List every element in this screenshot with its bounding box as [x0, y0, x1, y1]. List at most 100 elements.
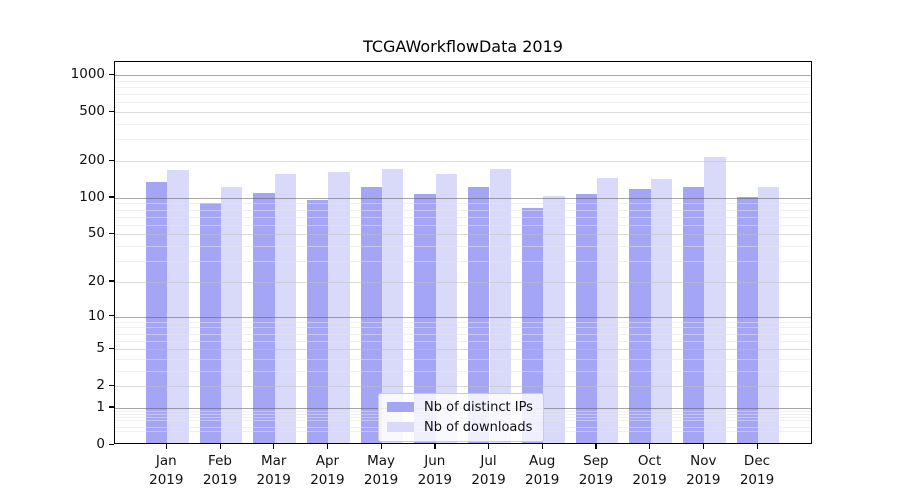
x-tick-label: May 2019 [363, 453, 399, 488]
gridline [115, 281, 811, 283]
y-tick-mark [109, 347, 114, 349]
bar-distinct-ips-aug [521, 207, 544, 443]
bar-downloads-jan [167, 169, 189, 443]
bar-distinct-ips-dec [736, 197, 758, 443]
gridline [115, 139, 811, 141]
bar-downloads-jun [435, 174, 458, 443]
x-tick-label: Mar 2019 [256, 453, 291, 488]
bar-distinct-ips-nov [682, 186, 705, 443]
gridline [115, 340, 811, 342]
x-tick-mark [273, 444, 275, 449]
bar-downloads-mar [274, 174, 297, 443]
x-tick-label: Aug 2019 [525, 453, 560, 488]
gridline [115, 327, 811, 329]
x-tick-label: Nov 2019 [686, 453, 721, 488]
y-tick-mark [109, 232, 114, 235]
x-tick-label: Oct 2019 [632, 453, 667, 488]
gridline [115, 209, 811, 211]
y-tick-mark [109, 384, 114, 386]
bar-downloads-feb [221, 186, 243, 443]
x-tick-label: Jan 2019 [149, 453, 184, 488]
bar-distinct-ips-sep [575, 193, 597, 443]
y-tick-label: 100 [79, 188, 105, 205]
gridline [115, 124, 811, 126]
grid-layer [115, 62, 811, 443]
legend-label-distinct-ips: Nb of distinct IPs [424, 399, 533, 415]
y-tick-mark [109, 280, 114, 282]
gridline [115, 161, 811, 163]
legend-swatch-distinct-ips [387, 402, 414, 412]
bar-distinct-ips-apr [307, 199, 329, 443]
y-tick-label: 50 [87, 225, 105, 242]
bar-downloads-jul [489, 169, 511, 443]
gridline [115, 261, 811, 263]
x-tick-mark [595, 444, 597, 449]
gridline [115, 102, 811, 104]
gridline [115, 370, 811, 372]
x-tick-mark [219, 444, 221, 449]
gridline [115, 94, 811, 96]
legend: Nb of distinct IPs Nb of downloads [378, 393, 544, 442]
y-tick-mark [109, 110, 114, 112]
bar-distinct-ips-may [360, 187, 383, 443]
x-tick-mark [380, 444, 382, 449]
x-tick-label: Jun 2019 [417, 453, 452, 488]
bar-downloads-may [382, 168, 404, 443]
gridline [115, 349, 811, 351]
gridline [115, 321, 811, 323]
y-tick-mark [109, 196, 114, 198]
bar-downloads-apr [328, 171, 350, 443]
gridline [115, 316, 811, 318]
gridline [115, 234, 811, 236]
y-tick-label: 1000 [70, 66, 105, 83]
legend-item-distinct-ips: Nb of distinct IPs [387, 399, 533, 415]
x-tick-label: Jul 2019 [471, 453, 506, 488]
legend-label-downloads: Nb of downloads [424, 419, 533, 435]
x-tick-mark [649, 444, 651, 449]
y-tick-label: 10 [87, 307, 105, 324]
gridline [115, 386, 811, 388]
bar-distinct-ips-oct [629, 188, 651, 443]
y-tick-label: 500 [79, 103, 105, 120]
x-tick-label: Dec 2019 [739, 453, 775, 488]
chart-title: TCGAWorkflowData 2019 [363, 37, 563, 56]
legend-item-downloads: Nb of downloads [387, 419, 533, 435]
y-tick-label: 0 [96, 436, 105, 452]
gridline [115, 197, 811, 199]
gridline [115, 333, 811, 335]
gridline [115, 112, 811, 114]
y-tick-label: 2 [96, 377, 105, 394]
bar-downloads-oct [650, 178, 672, 443]
y-tick-label: 20 [87, 272, 105, 289]
gridline [115, 86, 811, 88]
gridline [115, 216, 811, 218]
x-tick-mark [488, 444, 490, 449]
bar-downloads-sep [596, 178, 619, 443]
bar-distinct-ips-jul [468, 187, 490, 443]
gridline [115, 246, 811, 248]
x-tick-mark [326, 444, 329, 449]
plot-area [114, 61, 812, 444]
y-tick-label: 200 [79, 152, 105, 169]
x-tick-mark [756, 444, 758, 449]
y-tick-mark [109, 159, 114, 161]
x-tick-mark [541, 444, 543, 449]
bar-distinct-ips-feb [199, 203, 221, 443]
bar-distinct-ips-mar [253, 193, 275, 443]
gridline [115, 224, 811, 226]
y-tick-label: 1 [96, 398, 105, 415]
x-tick-mark [434, 444, 436, 449]
gridline [115, 203, 811, 205]
gridline [115, 75, 811, 77]
gridline [115, 80, 811, 82]
y-tick-mark [109, 406, 114, 408]
x-tick-label: Feb 2019 [202, 453, 238, 488]
bar-downloads-aug [543, 195, 565, 443]
y-tick-mark [109, 443, 114, 445]
x-tick-mark [165, 444, 168, 449]
bar-distinct-ips-jun [414, 193, 436, 443]
bar-downloads-dec [758, 186, 780, 443]
y-tick-mark [109, 73, 114, 75]
y-tick-label: 5 [96, 340, 105, 357]
